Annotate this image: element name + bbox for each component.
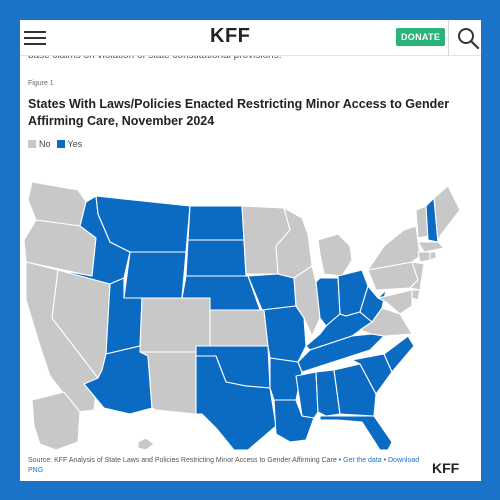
- figure-label: Figure 1: [28, 80, 54, 87]
- source-text: Source: KFF Analysis of State Laws and P…: [28, 457, 344, 464]
- footer-logo: KFF: [432, 460, 460, 476]
- state-ga[interactable]: [333, 363, 377, 417]
- state-ny[interactable]: [367, 225, 421, 271]
- state-ct[interactable]: [417, 251, 431, 263]
- state-mi[interactable]: [317, 233, 353, 277]
- site-header: KFF DONATE: [20, 20, 481, 56]
- state-nj[interactable]: [409, 261, 425, 291]
- legend-label-yes: Yes: [67, 139, 83, 149]
- header-divider: [448, 20, 449, 56]
- legend-swatch-yes: [56, 140, 65, 148]
- state-il[interactable]: [293, 265, 321, 337]
- state-md[interactable]: [377, 289, 413, 315]
- state-ms[interactable]: [295, 371, 319, 419]
- state-ks[interactable]: [209, 309, 269, 347]
- source-separator: •: [381, 457, 388, 464]
- donate-button[interactable]: DONATE: [396, 28, 446, 46]
- state-sc[interactable]: [351, 353, 393, 395]
- state-wv[interactable]: [359, 285, 387, 323]
- state-ma[interactable]: [417, 241, 445, 253]
- hamburger-icon[interactable]: [22, 26, 48, 50]
- legend-item-no: No: [28, 139, 51, 149]
- state-nc[interactable]: [359, 335, 415, 373]
- figure-title: States With Laws/Policies Enacted Restri…: [28, 97, 450, 128]
- state-nd[interactable]: [187, 205, 245, 241]
- state-sd[interactable]: [185, 239, 247, 277]
- legend-swatch-no: [28, 140, 36, 148]
- state-co[interactable]: [139, 297, 211, 353]
- state-ak[interactable]: [31, 391, 81, 450]
- state-hi[interactable]: [137, 437, 155, 450]
- search-icon[interactable]: [456, 26, 480, 50]
- site-logo[interactable]: KFF: [210, 25, 251, 47]
- state-al[interactable]: [315, 369, 341, 417]
- state-wy[interactable]: [123, 251, 187, 299]
- map-legend: No Yes: [28, 139, 88, 149]
- page-frame: KFF DONATE base claims on violation of s…: [20, 20, 481, 481]
- state-de[interactable]: [411, 289, 421, 301]
- us-states-map: [23, 181, 461, 450]
- get-data-link[interactable]: Get the data: [343, 457, 382, 464]
- legend-item-yes: Yes: [56, 139, 83, 149]
- source-note: Source: KFF Analysis of State Laws and P…: [28, 456, 428, 476]
- state-la[interactable]: [273, 399, 315, 443]
- state-fl[interactable]: [319, 415, 393, 450]
- state-wa[interactable]: [27, 181, 87, 227]
- state-me[interactable]: [433, 185, 461, 243]
- state-id[interactable]: [57, 195, 131, 285]
- state-tx[interactable]: [195, 355, 277, 450]
- legend-label-no: No: [39, 139, 51, 149]
- state-ri[interactable]: [429, 251, 437, 261]
- download-png-link[interactable]: Download PNG: [28, 457, 420, 474]
